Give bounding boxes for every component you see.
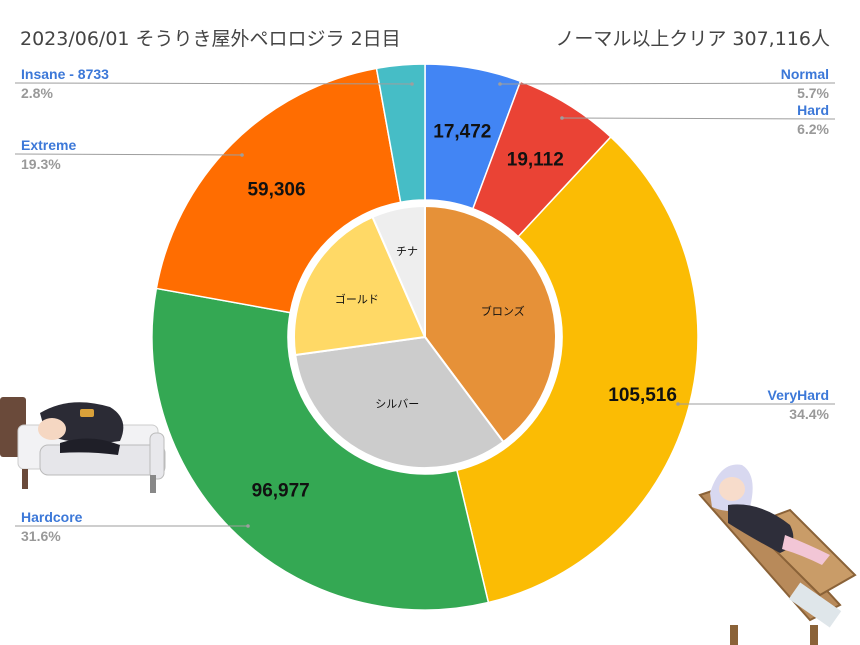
legend-percent-2: 34.4% (789, 406, 829, 422)
legend-percent-3: 31.6% (21, 528, 61, 544)
inner-slice-0 (424, 204, 557, 444)
legend-category-2: VeryHard (768, 387, 829, 403)
legend-percent-1: 6.2% (797, 121, 829, 137)
leader-dot-5 (410, 82, 414, 86)
character-on-lounger-illustration (698, 464, 857, 645)
slice-value-label-2: 105,516 (608, 385, 677, 406)
outer-slice-3 (151, 287, 490, 611)
outer-slice-5 (375, 63, 426, 204)
outer-slice-2 (455, 135, 699, 604)
legend-category-0: Normal (781, 66, 829, 82)
inner-slice-label-0: ブロンズ (481, 304, 525, 318)
inner-slice-label-3: チナ (396, 245, 418, 258)
slice-value-label-0: 17,472 (433, 121, 491, 142)
inner-slice-1 (294, 335, 505, 469)
legend-percent-5: 2.8% (21, 85, 53, 101)
slice-value-label-1: 19,112 (507, 149, 564, 170)
slice-value-label-3: 96,977 (252, 481, 310, 502)
leader-dot-3 (246, 524, 250, 528)
leader-line-5 (14, 82, 413, 85)
inner-slice-label-1: シルバー (375, 397, 419, 410)
legend-category-4: Extreme (21, 137, 76, 153)
inner-slice-3 (371, 204, 426, 338)
slice-value-label-4: 59,306 (247, 179, 305, 200)
leader-line-0 (499, 82, 836, 85)
legend-percent-0: 5.7% (797, 85, 829, 101)
total-clears-label: ノーマル以上クリア 307,116人 (555, 28, 830, 50)
inner-slice-2 (293, 215, 427, 357)
legend-category-3: Hardcore (21, 509, 83, 525)
leader-line-4 (14, 153, 243, 156)
leader-line-1 (561, 117, 836, 120)
character-on-sofa-illustration (0, 397, 166, 493)
legend-category-5: Insane - 8733 (21, 66, 109, 82)
outer-slice-4 (155, 67, 402, 314)
inner-slice-label-2: ゴールド (335, 292, 379, 306)
legend-percent-4: 19.3% (21, 156, 61, 172)
leader-dot-4 (240, 153, 244, 157)
chart-title: 2023/06/01 そうりき屋外ペロロジラ 2日目 (20, 28, 401, 50)
leader-dot-0 (498, 82, 502, 86)
leader-dot-1 (560, 116, 564, 120)
legend-category-1: Hard (797, 102, 829, 118)
leader-dot-2 (676, 402, 680, 406)
